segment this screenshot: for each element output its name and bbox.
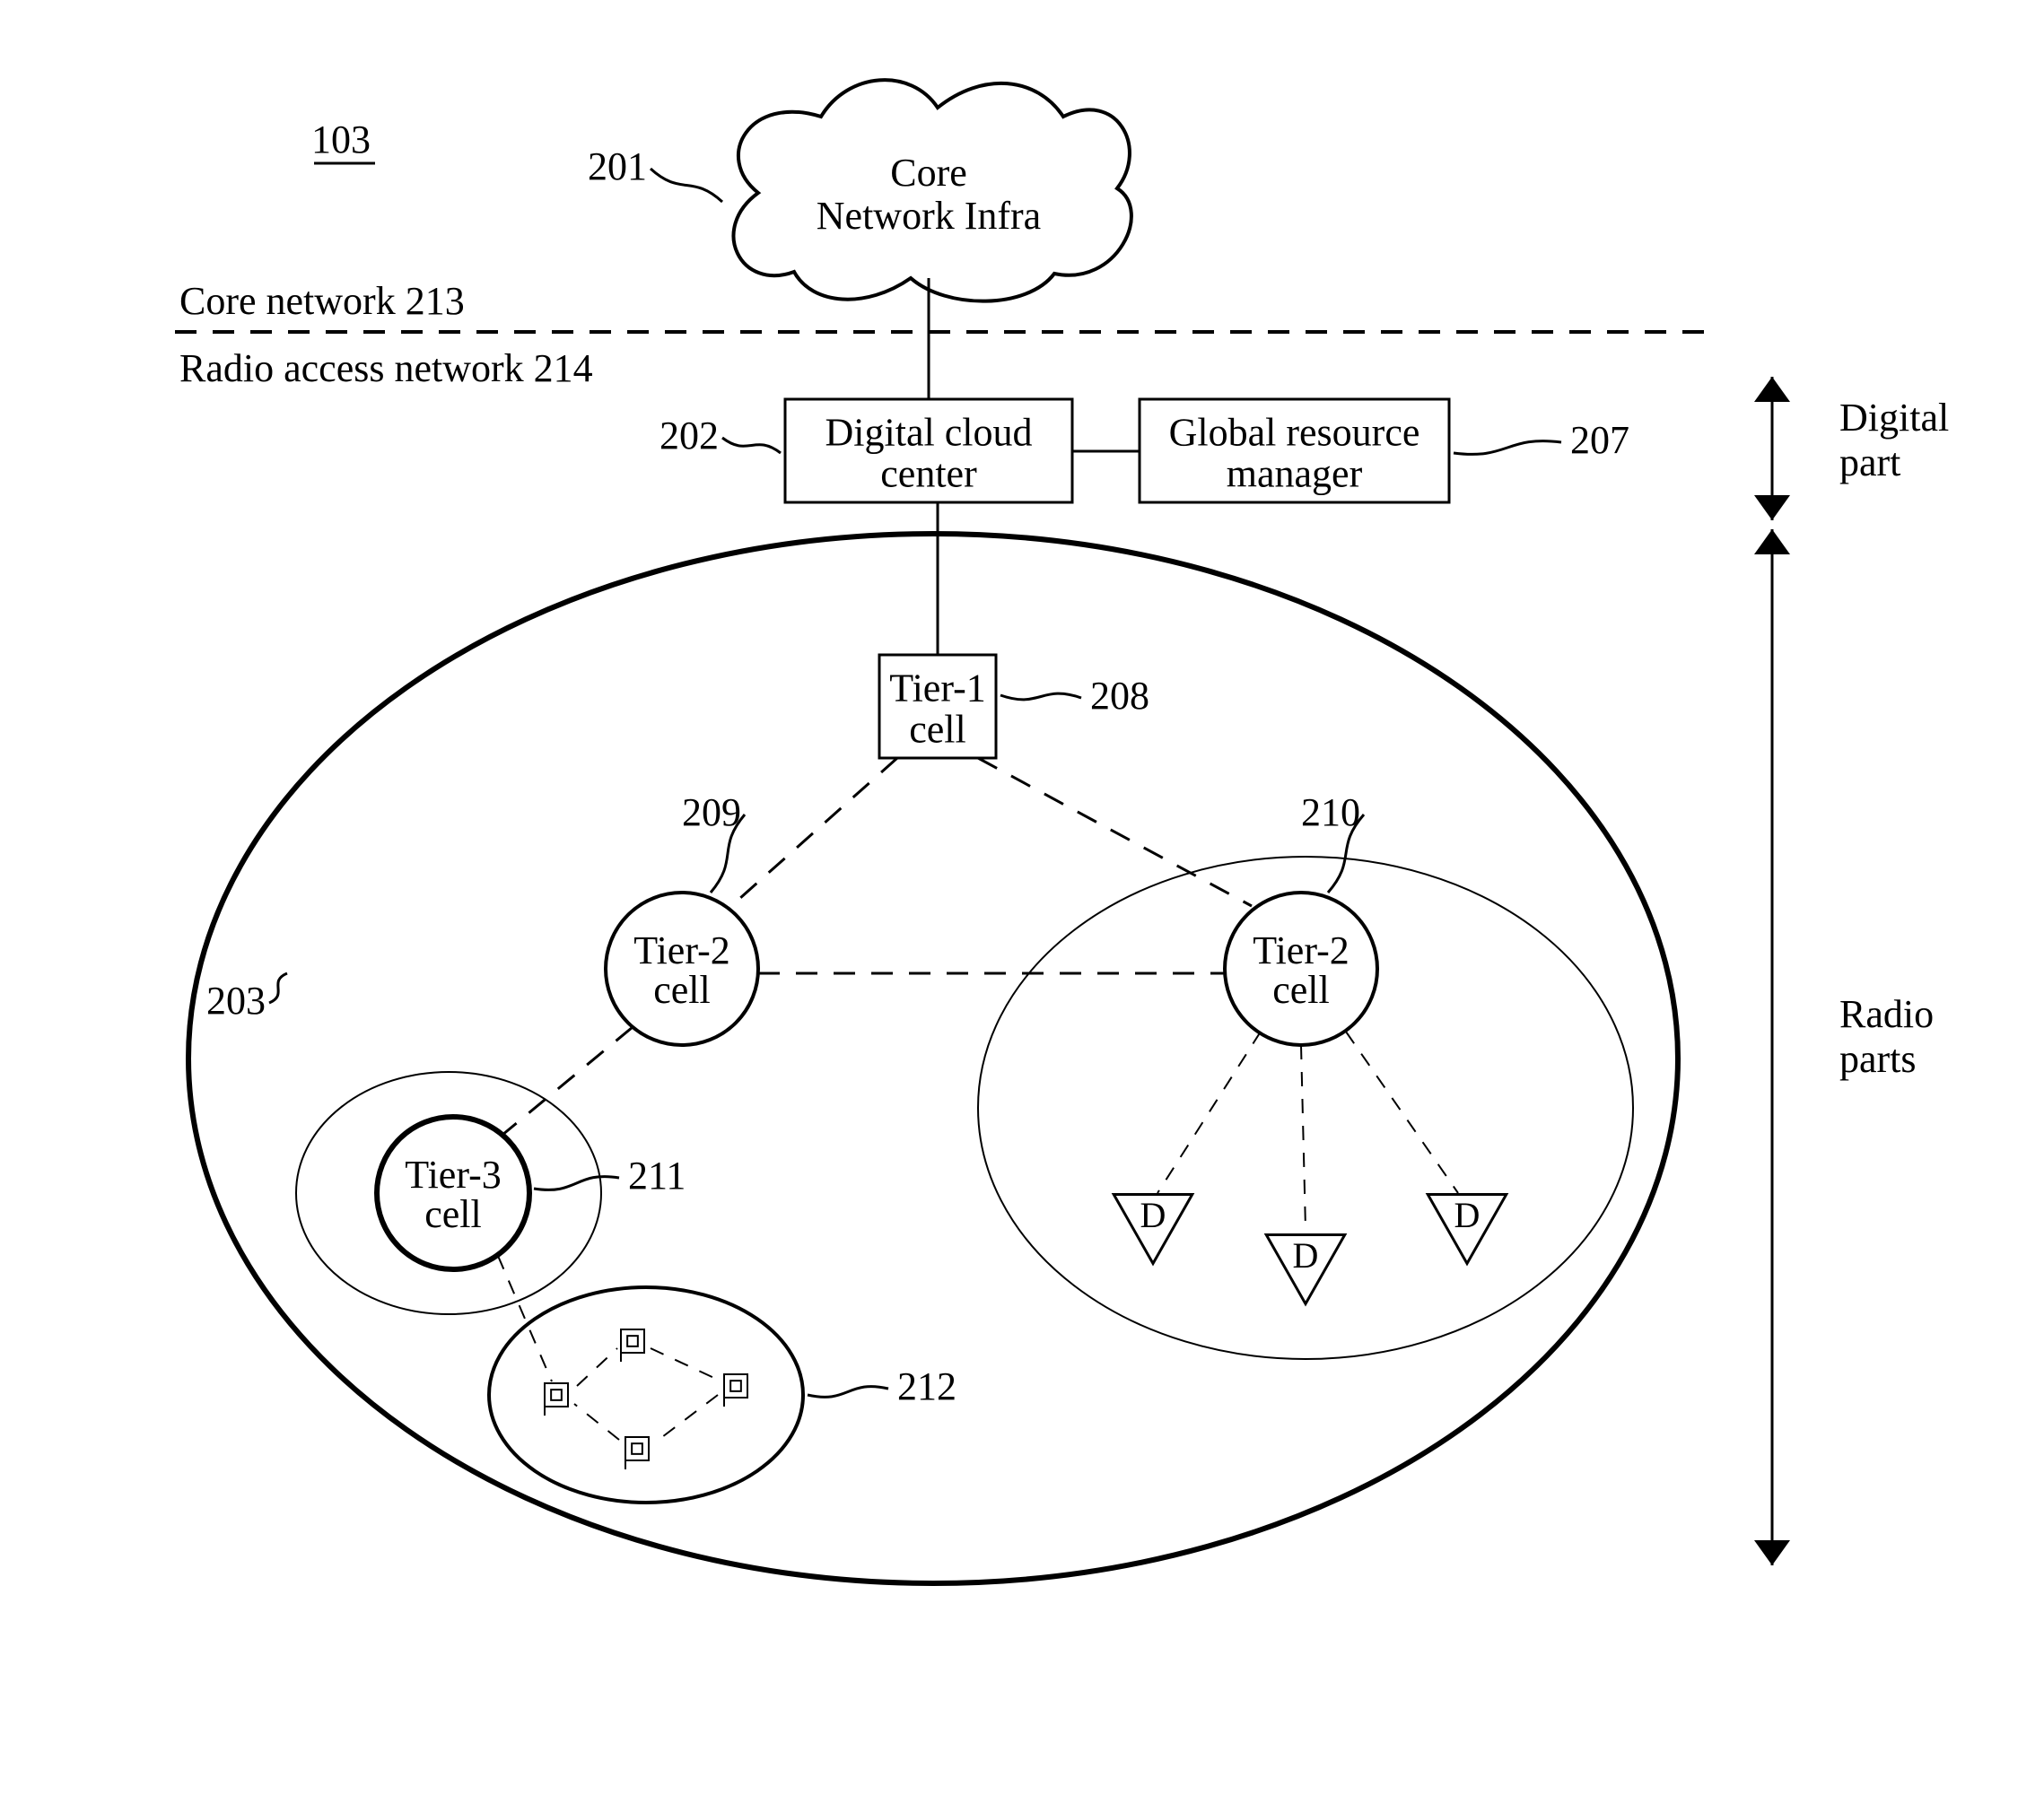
svg-text:207: 207 <box>1570 418 1629 462</box>
svg-text:211: 211 <box>628 1154 686 1198</box>
svg-text:manager: manager <box>1227 452 1363 496</box>
svg-text:cell: cell <box>1272 968 1330 1012</box>
ref-leader <box>269 973 287 1003</box>
svg-text:Tier-1: Tier-1 <box>889 667 986 710</box>
svg-text:201: 201 <box>588 144 647 188</box>
svg-text:Network Infra: Network Infra <box>817 194 1041 238</box>
svg-text:D: D <box>1454 1195 1481 1235</box>
svg-text:103: 103 <box>311 118 371 161</box>
svg-text:cell: cell <box>653 968 711 1012</box>
svg-text:Digital: Digital <box>1839 396 1949 440</box>
ref-leader <box>1454 441 1561 455</box>
svg-text:Tier-3: Tier-3 <box>405 1153 502 1197</box>
ref-leader <box>534 1177 619 1190</box>
svg-text:202: 202 <box>659 414 719 457</box>
svg-text:210: 210 <box>1301 790 1360 834</box>
ref-leader <box>722 438 781 453</box>
svg-text:cell: cell <box>424 1192 482 1236</box>
svg-text:Radio: Radio <box>1839 992 1934 1036</box>
svg-text:cell: cell <box>909 708 966 752</box>
ref-leader <box>1000 693 1081 700</box>
svg-text:203: 203 <box>206 979 266 1023</box>
svg-text:Tier-2: Tier-2 <box>1253 928 1350 972</box>
svg-text:parts: parts <box>1839 1037 1917 1081</box>
svg-text:Digital cloud: Digital cloud <box>825 411 1033 455</box>
svg-text:209: 209 <box>682 790 741 834</box>
svg-text:Core: Core <box>890 151 967 195</box>
svg-text:center: center <box>880 452 977 496</box>
ref-leader <box>808 1387 888 1398</box>
svg-text:Core network 213: Core network 213 <box>179 279 465 323</box>
ref-leader <box>651 169 722 202</box>
svg-text:D: D <box>1293 1235 1319 1276</box>
svg-text:212: 212 <box>897 1364 956 1408</box>
svg-text:Radio access network 214: Radio access network 214 <box>179 346 593 390</box>
svg-text:D: D <box>1140 1195 1166 1235</box>
svg-text:208: 208 <box>1090 674 1149 718</box>
svg-text:part: part <box>1839 440 1900 484</box>
diagram-canvas: 103 Core network 213 Radio access network … <box>0 0 2044 1795</box>
svg-text:Global resource: Global resource <box>1169 411 1420 455</box>
svg-text:Tier-2: Tier-2 <box>633 928 730 972</box>
